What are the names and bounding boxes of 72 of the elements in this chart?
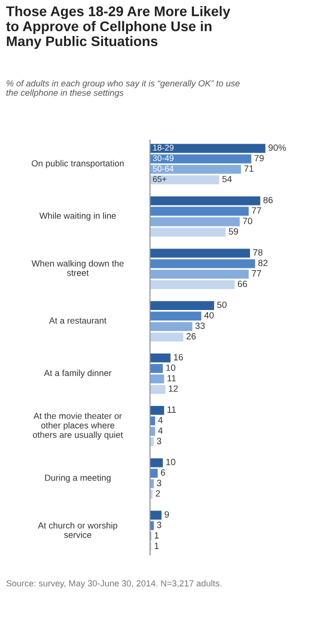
data-label: 3 [156, 522, 162, 528]
data-label: 90% [268, 144, 286, 151]
data-label: 3 [156, 438, 162, 444]
bar [150, 248, 250, 258]
data-label: 78 [253, 249, 262, 256]
series-label: 30-49 [152, 155, 174, 162]
data-label: 86 [263, 196, 273, 204]
bar [150, 510, 162, 520]
bar [150, 196, 260, 206]
data-label: 3 [156, 480, 162, 486]
data-label: 12 [168, 385, 178, 392]
series-label: 18-29 [153, 144, 174, 151]
bar [150, 312, 202, 321]
bar [150, 458, 163, 468]
bar [150, 364, 163, 373]
bar [150, 206, 249, 216]
data-label: 66 [238, 280, 248, 288]
data-label: 11 [168, 406, 176, 413]
data-label: 54 [222, 176, 232, 182]
data-label: 77 [252, 270, 262, 276]
y-tick-label: On public transportation [32, 160, 124, 168]
y-tick-label: At the movie theater or other places where others are usually quiet [32, 412, 123, 440]
data-label: 4 [158, 416, 163, 424]
bar [150, 322, 192, 331]
y-tick-label: During a meeting [45, 474, 111, 483]
bar [150, 270, 249, 279]
bar [150, 437, 154, 446]
bar [150, 175, 220, 184]
bar [150, 144, 266, 153]
data-label: 79 [254, 154, 264, 162]
data-label: 10 [166, 458, 176, 466]
bar [150, 521, 154, 530]
chart-subtitle: % of adults in each group who say it is “generally OK” to use the cellphone in these settings [6, 80, 240, 98]
data-label: 9 [164, 511, 169, 518]
data-label: 70 [242, 218, 252, 224]
data-label: 33 [195, 322, 205, 329]
series-label: 50-64 [152, 166, 174, 172]
data-label: 40 [204, 312, 214, 318]
data-label: 82 [258, 260, 268, 266]
y-tick-label: At a family dinner [44, 370, 112, 378]
chart-title: Those Ages 18-29 Are More Likely to Approve of Cellphone Use in Many Public Situations [6, 6, 230, 49]
data-label: 10 [166, 364, 176, 371]
data-label: 77 [252, 207, 262, 214]
y-tick-label: At church or worship service [38, 522, 118, 538]
data-label: 1 [154, 532, 159, 538]
series-label: 65+ [152, 176, 166, 182]
data-label: 50 [217, 302, 227, 308]
data-label: 11 [168, 375, 176, 382]
bar [150, 406, 164, 415]
data-label: 59 [228, 228, 238, 235]
bar [150, 217, 240, 226]
bar [150, 164, 242, 174]
y-tick-label: When walking down the street [32, 260, 124, 276]
data-label: 16 [174, 354, 183, 360]
bar [150, 280, 235, 290]
y-tick-label: While waiting in line [39, 212, 116, 221]
data-label: 71 [244, 165, 254, 172]
data-label: 2 [156, 490, 160, 497]
bar [150, 332, 184, 342]
data-label: 4 [158, 427, 163, 434]
bar [150, 354, 171, 362]
data-label: 26 [186, 333, 196, 340]
source-note: Source: survey, May 30-June 30, 2014. N=3,217 adults. [6, 580, 222, 588]
bar [150, 384, 166, 394]
y-tick-label: At a restaurant [49, 318, 106, 324]
data-label: 6 [160, 469, 166, 476]
bar [150, 228, 226, 237]
bar [150, 301, 214, 310]
data-label: 1 [154, 542, 159, 549]
bar [150, 154, 252, 164]
bar [150, 374, 164, 384]
bar [150, 259, 256, 268]
